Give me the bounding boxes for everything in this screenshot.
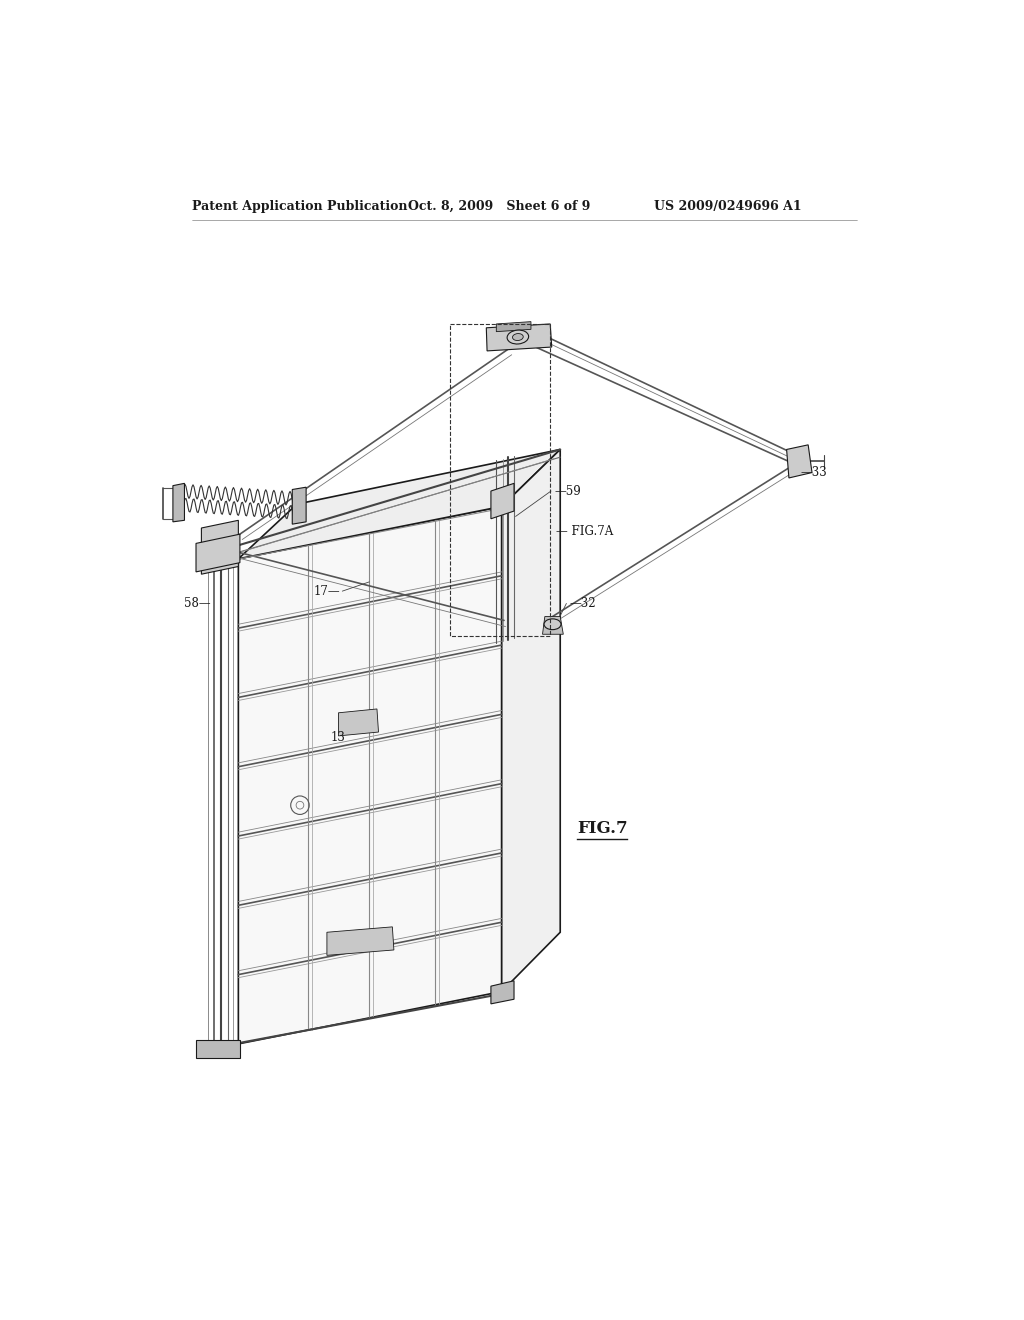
Text: —59: —59 [554, 484, 581, 498]
Polygon shape [490, 483, 514, 519]
Text: US 2009/0249696 A1: US 2009/0249696 A1 [654, 199, 802, 213]
Polygon shape [786, 445, 812, 478]
Polygon shape [339, 709, 379, 737]
Text: 17—: 17— [313, 585, 340, 598]
Ellipse shape [544, 619, 561, 630]
Polygon shape [239, 507, 502, 1044]
Ellipse shape [512, 334, 523, 341]
Polygon shape [543, 616, 563, 635]
Text: Oct. 8, 2009   Sheet 6 of 9: Oct. 8, 2009 Sheet 6 of 9 [408, 199, 590, 213]
Polygon shape [292, 487, 306, 524]
Polygon shape [502, 449, 560, 991]
Ellipse shape [507, 330, 528, 345]
Polygon shape [196, 1040, 240, 1057]
Polygon shape [196, 535, 240, 572]
Text: —32: —32 [569, 597, 596, 610]
Text: Patent Application Publication: Patent Application Publication [193, 199, 408, 213]
Polygon shape [490, 981, 514, 1003]
Polygon shape [497, 322, 531, 331]
Text: —33: —33 [801, 466, 827, 479]
Text: 13: 13 [331, 731, 346, 744]
Polygon shape [239, 449, 560, 558]
Polygon shape [173, 483, 184, 521]
Polygon shape [327, 927, 394, 956]
Text: FIG.7: FIG.7 [578, 820, 628, 837]
Polygon shape [486, 323, 552, 351]
Polygon shape [202, 520, 239, 574]
Text: — FIG.7A: — FIG.7A [556, 525, 612, 539]
Text: 58—: 58— [184, 597, 211, 610]
